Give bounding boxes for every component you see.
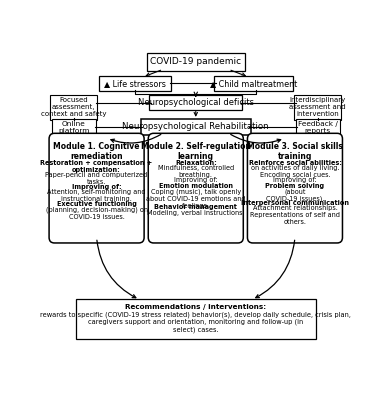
FancyBboxPatch shape xyxy=(141,118,251,134)
FancyBboxPatch shape xyxy=(99,76,172,91)
Text: Attention, self-monitoring and
instructional training.: Attention, self-monitoring and instructi… xyxy=(47,189,146,202)
Text: Improving of:: Improving of: xyxy=(273,177,317,183)
FancyBboxPatch shape xyxy=(214,76,293,91)
Text: (planning, decision-making) on
COVID-19 issues.: (planning, decision-making) on COVID-19 … xyxy=(45,207,147,220)
Text: Feedback /
reports: Feedback / reports xyxy=(298,121,338,134)
Text: Focused
assessment,
context and safety: Focused assessment, context and safety xyxy=(41,97,107,117)
Text: Restoration + compensation +
optimization:: Restoration + compensation + optimizatio… xyxy=(40,160,153,173)
Text: Executive functioning: Executive functioning xyxy=(57,201,136,207)
Text: ▲ Life stressors: ▲ Life stressors xyxy=(104,79,166,88)
Text: COVID-19 pandemic: COVID-19 pandemic xyxy=(150,57,241,66)
FancyBboxPatch shape xyxy=(52,119,96,136)
Text: Reinforce social abilities:: Reinforce social abilities: xyxy=(249,160,342,166)
Text: Improving of:: Improving of: xyxy=(72,184,121,190)
Text: Coping (music), talk openly
about COVID-19 emotions and
feelings.: Coping (music), talk openly about COVID-… xyxy=(146,188,246,209)
Text: Online
platform: Online platform xyxy=(58,121,89,134)
FancyBboxPatch shape xyxy=(49,133,144,243)
Text: Modeling, verbal instructions.: Modeling, verbal instructions. xyxy=(147,210,244,216)
Text: Module 3. Social skills
training: Module 3. Social skills training xyxy=(247,142,343,161)
FancyBboxPatch shape xyxy=(147,53,244,71)
Text: Recommendations / interventions:: Recommendations / interventions: xyxy=(125,304,266,310)
Text: Relaxation:: Relaxation: xyxy=(175,160,217,166)
Text: ▲ Child maltreatment: ▲ Child maltreatment xyxy=(210,79,297,88)
FancyBboxPatch shape xyxy=(50,94,97,120)
Text: Interdisciplinary
assessment and
intervention: Interdisciplinary assessment and interve… xyxy=(290,97,346,117)
FancyBboxPatch shape xyxy=(296,119,340,136)
Text: (about
COVID-19 issues).: (about COVID-19 issues). xyxy=(266,188,324,202)
Text: Paper-pencil and computerized
tasks.: Paper-pencil and computerized tasks. xyxy=(45,172,148,185)
FancyBboxPatch shape xyxy=(295,94,341,120)
Text: on activities of daily living.
Encoding social cues.: on activities of daily living. Encoding … xyxy=(251,165,339,178)
Text: Emotion modulation: Emotion modulation xyxy=(159,182,233,188)
Text: Module 2. Self-regulation
learning: Module 2. Self-regulation learning xyxy=(141,142,251,161)
Text: Interpersonal communication: Interpersonal communication xyxy=(241,200,349,206)
Text: Neuropsychological Rehabilitation: Neuropsychological Rehabilitation xyxy=(123,122,269,131)
Text: Attachment relationships.
Representations of self and
others.: Attachment relationships. Representation… xyxy=(250,205,340,225)
Text: Problem solving: Problem solving xyxy=(265,182,325,188)
Text: Module 1. Cognitive
remediation: Module 1. Cognitive remediation xyxy=(53,142,140,161)
FancyBboxPatch shape xyxy=(76,299,316,339)
Text: rewards to specific (COVID-19 stress related) behavior(s), develop daily schedul: rewards to specific (COVID-19 stress rel… xyxy=(40,311,351,332)
FancyBboxPatch shape xyxy=(148,133,243,243)
Text: Improving of:: Improving of: xyxy=(174,177,218,183)
FancyBboxPatch shape xyxy=(149,96,243,110)
Text: Behavior management: Behavior management xyxy=(154,204,237,210)
FancyBboxPatch shape xyxy=(248,133,343,243)
Text: Neuropsychological deficits: Neuropsychological deficits xyxy=(138,98,254,107)
Text: Mindfulness, controlled
breathing.: Mindfulness, controlled breathing. xyxy=(158,165,234,178)
